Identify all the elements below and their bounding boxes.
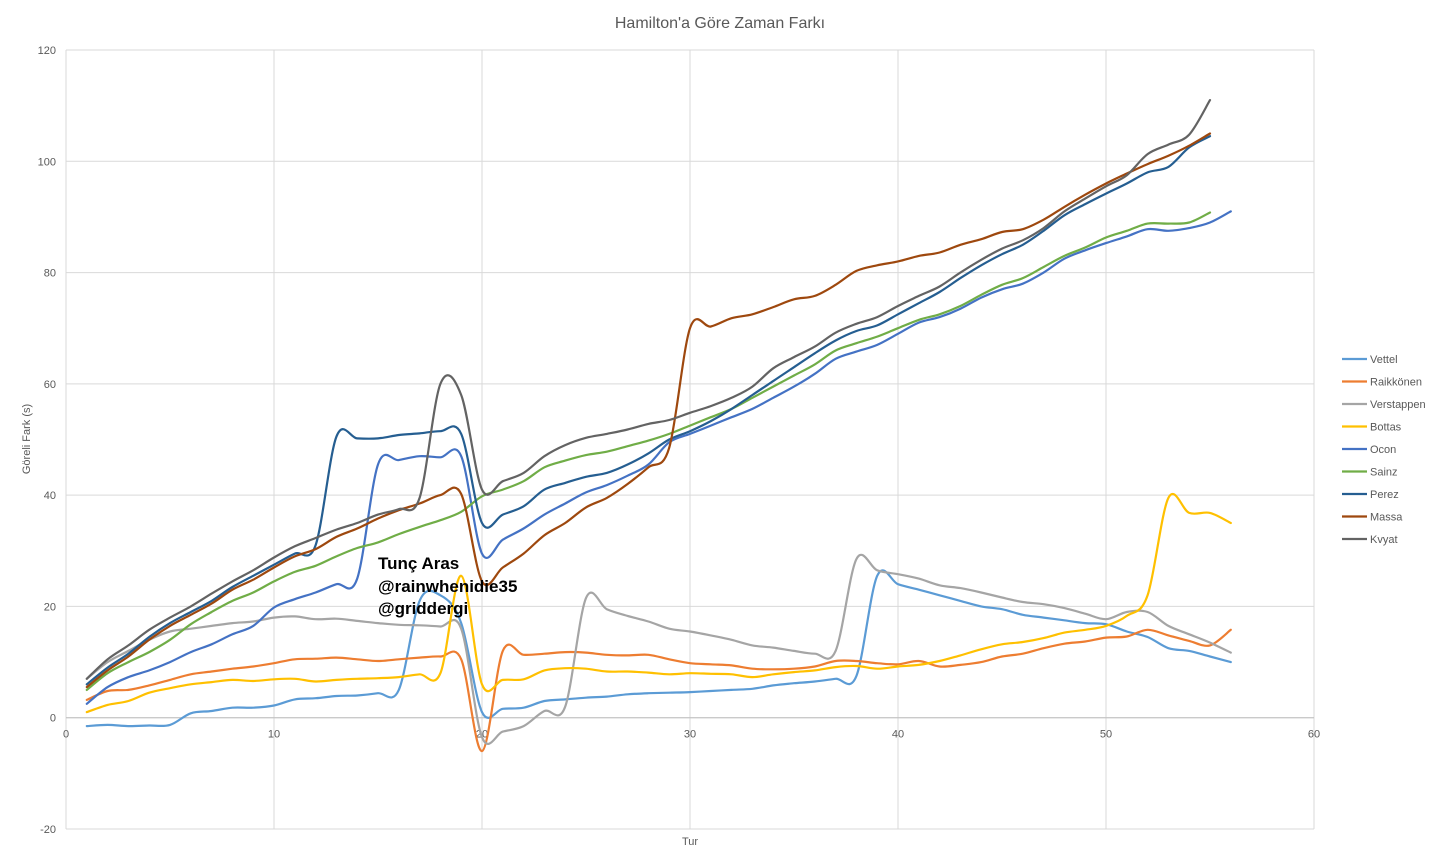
x-tick-label: 10 [268, 729, 280, 741]
series-line-raikkönen [85, 628, 1232, 753]
series-line-kvyat [85, 99, 1212, 680]
series-line-perez [85, 135, 1212, 686]
series-line-massa [85, 132, 1212, 689]
x-tick-label: 40 [892, 729, 904, 741]
legend-label: Sainz [1370, 467, 1398, 479]
y-tick-label: 100 [38, 156, 56, 168]
series-line-bottas [85, 493, 1232, 714]
y-tick-label: -20 [40, 824, 56, 836]
legend-label: Raikkönen [1370, 377, 1422, 389]
annotation-line-2: @rainwhenidie35 [378, 577, 517, 596]
legend-label: Kvyat [1370, 534, 1398, 546]
series-lines [85, 99, 1232, 753]
legend-label: Verstappen [1370, 399, 1426, 411]
legend-label: Massa [1370, 512, 1403, 524]
series-line-vettel [85, 569, 1232, 728]
x-tick-label: 0 [63, 729, 69, 741]
x-tick-label: 30 [684, 729, 696, 741]
y-tick-label: 40 [44, 490, 56, 502]
legend: Vettel Raikkönen Verstappen Bottas Ocon Sainz… [1342, 354, 1426, 546]
legend-label: Perez [1370, 489, 1399, 501]
series-line-ocon [85, 210, 1232, 705]
legend-label: Bottas [1370, 422, 1402, 434]
chart-title: Hamilton'a Göre Zaman Farkı [615, 15, 825, 32]
series-line-verstappen [85, 553, 1232, 745]
legend-label: Vettel [1370, 354, 1398, 366]
x-tick-label: 50 [1100, 729, 1112, 741]
y-tick-label: 60 [44, 379, 56, 391]
x-axis-label: Tur [682, 836, 698, 848]
annotation-line-1: Tunç Aras [378, 554, 459, 573]
legend-label: Ocon [1370, 444, 1396, 456]
y-axis-ticks: -20 0 20 40 60 80 100 120 [38, 45, 56, 836]
x-tick-label: 60 [1308, 729, 1320, 741]
y-tick-label: 0 [50, 713, 56, 725]
watermark-annotation: Tunç Aras @rainwhenidie35 @griddergi [378, 554, 517, 618]
y-tick-label: 80 [44, 268, 56, 280]
annotation-line-3: @griddergi [378, 599, 468, 618]
y-tick-label: 20 [44, 601, 56, 613]
y-tick-label: 120 [38, 45, 56, 57]
gridlines [65, 49, 1315, 830]
series-line-sainz [85, 211, 1212, 691]
y-axis-label: Göreli Fark (s) [21, 404, 33, 474]
x-axis-ticks: 0 10 20 30 40 50 60 [63, 729, 1320, 741]
